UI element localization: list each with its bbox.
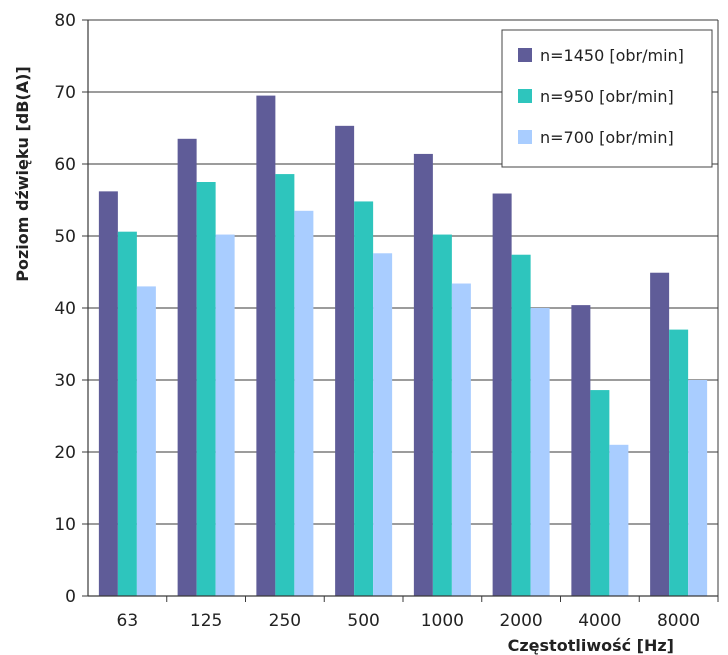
x-tick-label-4000: 4000 bbox=[578, 611, 621, 631]
x-tick-label-125: 125 bbox=[190, 611, 222, 631]
y-tick-label-50: 50 bbox=[54, 227, 76, 247]
y-tick-label-60: 60 bbox=[54, 155, 76, 175]
legend: n=1450 [obr/min] n=950 [obr/min] n=700 [… bbox=[501, 29, 713, 168]
x-axis-title: Częstotliwość [Hz] bbox=[508, 636, 674, 655]
x-tick-label-2000: 2000 bbox=[499, 611, 542, 631]
x-tick-label-63: 63 bbox=[117, 611, 139, 631]
bar-250-1 bbox=[275, 174, 295, 596]
bar-4000-2 bbox=[609, 444, 629, 596]
legend-swatch-950 bbox=[518, 89, 532, 103]
bar-125-1 bbox=[196, 182, 216, 596]
y-tick-label-40: 40 bbox=[54, 299, 76, 319]
x-tick-label-8000: 8000 bbox=[657, 611, 700, 631]
x-tick-label-250: 250 bbox=[269, 611, 301, 631]
bar-500-1 bbox=[354, 201, 374, 596]
y-tick-label-70: 70 bbox=[54, 83, 76, 103]
legend-label-700: n=700 [obr/min] bbox=[540, 128, 674, 147]
legend-label-1450: n=1450 [obr/min] bbox=[540, 46, 684, 65]
legend-label-950: n=950 [obr/min] bbox=[540, 87, 674, 106]
bar-500-0 bbox=[335, 125, 355, 596]
bar-8000-1 bbox=[669, 329, 689, 596]
bar-2000-1 bbox=[511, 254, 531, 596]
bar-125-0 bbox=[177, 138, 197, 597]
legend-swatch-1450 bbox=[518, 48, 532, 62]
bar-63-2 bbox=[136, 286, 156, 596]
bar-2000-2 bbox=[530, 308, 550, 596]
bar-63-0 bbox=[98, 191, 118, 597]
x-tick-label-500: 500 bbox=[347, 611, 379, 631]
legend-swatch-700 bbox=[518, 130, 532, 144]
y-tick-label-30: 30 bbox=[54, 371, 76, 391]
bars bbox=[98, 95, 708, 597]
bar-2000-0 bbox=[492, 193, 512, 596]
bar-250-0 bbox=[256, 95, 276, 596]
bar-63-1 bbox=[117, 231, 137, 596]
bar-1000-0 bbox=[413, 153, 433, 597]
y-tick-label-80: 80 bbox=[54, 11, 76, 31]
legend-box bbox=[501, 29, 713, 168]
x-tick-label-1000: 1000 bbox=[421, 611, 464, 631]
bar-4000-1 bbox=[590, 390, 610, 596]
y-tick-label-0: 0 bbox=[65, 587, 76, 607]
bar-125-2 bbox=[215, 234, 235, 596]
y-axis-title: Poziom dźwięku [dB(A)] bbox=[13, 66, 32, 282]
tick-labels: 0 10 20 30 40 50 60 70 80 63 125 250 500 1000 2000 4000… bbox=[54, 11, 719, 631]
bar-500-2 bbox=[373, 253, 393, 596]
bar-1000-1 bbox=[432, 234, 452, 596]
bar-1000-2 bbox=[451, 283, 471, 596]
bar-4000-0 bbox=[571, 305, 591, 596]
bar-8000-2 bbox=[688, 380, 708, 596]
y-tick-label-10: 10 bbox=[54, 515, 76, 535]
bar-250-2 bbox=[294, 210, 314, 597]
y-tick-label-20: 20 bbox=[54, 443, 76, 463]
bar-8000-0 bbox=[650, 272, 670, 596]
